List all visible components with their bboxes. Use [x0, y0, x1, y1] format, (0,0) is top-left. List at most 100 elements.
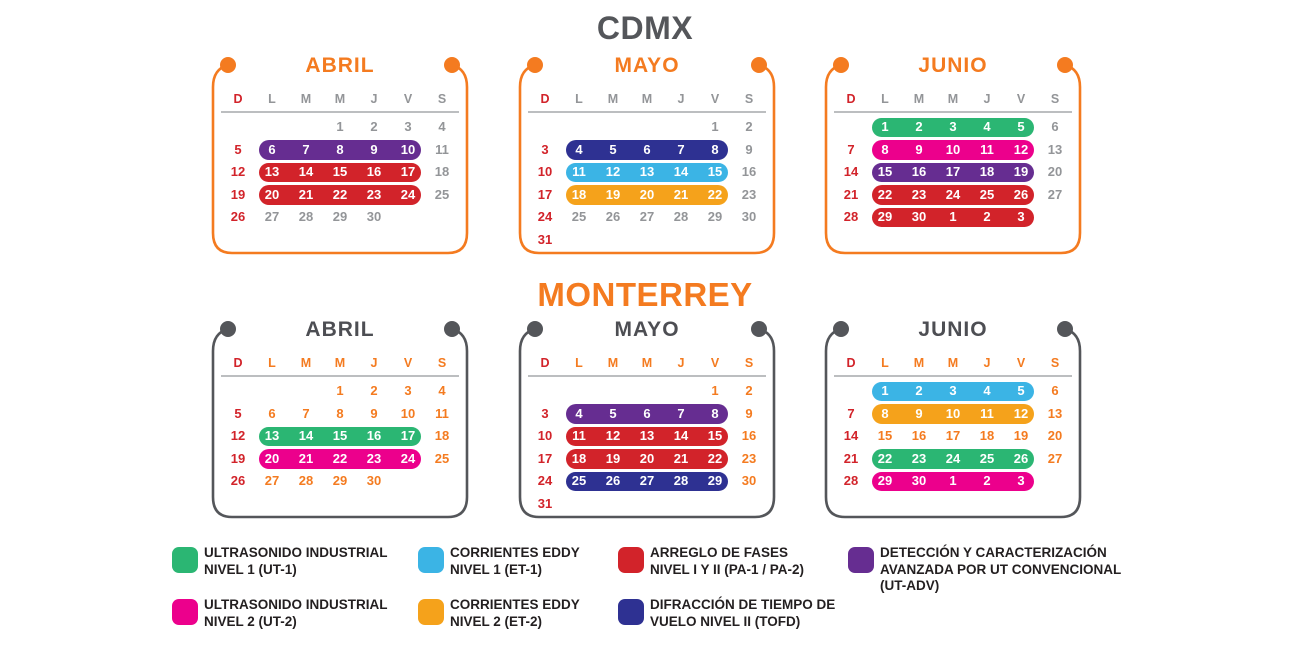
day-cell: 16 [366, 428, 382, 444]
legend-swatch-green [172, 547, 198, 573]
calendar-frame [211, 57, 469, 255]
legend-label-line: NIVEL 2 (UT-2) [204, 613, 297, 629]
day-cell: 1 [881, 119, 889, 134]
day-cell: 6 [268, 405, 276, 421]
day-cell: 1 [711, 119, 719, 134]
day-cell: 2 [370, 383, 378, 398]
day-cell: 23 [366, 450, 382, 466]
day-cell: 22 [707, 450, 723, 466]
legend-label-line: CORRIENTES EDDY [450, 545, 580, 560]
legend-label: ULTRASONIDO INDUSTRIAL NIVEL 2 (UT-2) [204, 597, 388, 630]
calendar-week-row: 3 4 5 6 7 8 9 [512, 139, 782, 162]
weekday-header: D [233, 356, 243, 370]
frame-dot [751, 57, 767, 73]
day-cell: 12 [1013, 141, 1029, 157]
day-cell: 19 [605, 186, 621, 202]
day-cell: 19 [1013, 428, 1029, 444]
course-bar-navy [566, 471, 728, 492]
month-card-monterrey-abril: ABRIL D L M M J V S 1 2 3 4 5 6 7 8 9 10 11 12 13 14 15 16 17 18 1… [205, 318, 475, 523]
calendar-week-row: 12 13 14 15 16 17 18 [205, 161, 475, 184]
month-title: JUNIO [918, 54, 988, 77]
day-cell: 7 [677, 141, 685, 157]
day-cell: 8 [711, 141, 719, 157]
day-cell: 5 [1017, 383, 1025, 398]
day-cell: 14 [673, 164, 689, 180]
day-cell: 14 [298, 428, 314, 444]
calendar-week-row: 14 15 16 17 18 19 20 [818, 161, 1088, 184]
day-cell: 9 [745, 141, 753, 157]
day-cell: 9 [915, 405, 923, 421]
day-cell: 14 [843, 428, 859, 444]
calendar-week-row: 7 8 9 10 11 12 13 [818, 139, 1088, 162]
day-cell: 3 [404, 383, 412, 398]
day-cell: 6 [1051, 119, 1059, 134]
day-cell: 15 [877, 428, 893, 444]
day-cell: 12 [1013, 405, 1029, 421]
day-cell: 6 [1051, 383, 1059, 398]
day-cell: 30 [366, 473, 382, 489]
legend-label: CORRIENTES EDDY NIVEL 1 (ET-1) [450, 545, 580, 578]
header-rule [221, 375, 459, 377]
day-cell: 23 [911, 186, 927, 202]
cdmx-section-title: CDMX [596, 10, 694, 46]
weekday-header: V [710, 356, 720, 370]
day-cell: 24 [537, 473, 553, 489]
day-cell: 11 [980, 405, 994, 421]
calendar-week-row: 12 13 14 15 16 17 18 [205, 425, 475, 448]
day-cell: 3 [541, 405, 549, 421]
day-cell: 26 [605, 209, 621, 225]
day-cell: 10 [945, 141, 961, 157]
day-cell: 27 [264, 473, 280, 489]
legend-label-line: NIVEL I Y II (PA-1 / PA-2) [650, 561, 805, 577]
day-cell: 25 [979, 450, 995, 466]
day-cell: 29 [877, 209, 893, 225]
day-cell: 22 [877, 450, 893, 466]
weekday-header: S [1050, 92, 1060, 106]
day-cell: 21 [673, 450, 689, 466]
day-cell: 18 [571, 186, 587, 202]
day-cell: 21 [843, 186, 859, 202]
weekday-header: V [1016, 356, 1026, 370]
day-cell: 29 [707, 209, 723, 225]
weekday-header: J [983, 356, 991, 370]
frame-dot [1057, 57, 1073, 73]
course-bar-green [872, 449, 1034, 469]
calendar-week-row: 5 6 7 8 9 10 11 [205, 139, 475, 162]
day-cell: 3 [949, 383, 957, 398]
day-cell: 3 [1017, 209, 1025, 225]
day-cell: 6 [643, 141, 651, 157]
day-cell: 19 [1013, 164, 1029, 180]
day-cell: 23 [366, 186, 382, 202]
calendar-week-row: 24 25 26 27 28 29 30 [512, 206, 782, 229]
course-bar-lightblue [566, 162, 728, 183]
day-cell: 11 [435, 141, 449, 157]
course-bar-red [259, 162, 421, 183]
calendar-week-row: 10 11 12 13 14 15 16 [512, 425, 782, 448]
day-cell: 2 [983, 473, 991, 489]
header-rule [528, 375, 766, 377]
weekday-header: V [403, 356, 413, 370]
day-cell: 28 [298, 209, 314, 225]
day-cell: 28 [673, 209, 689, 225]
day-cell: 25 [979, 186, 995, 202]
day-cell: 7 [677, 405, 685, 421]
weekday-header: M [947, 92, 959, 106]
day-cell: 14 [843, 164, 859, 180]
day-cell: 2 [370, 119, 378, 134]
day-cell: 10 [537, 164, 553, 180]
day-cell: 1 [949, 473, 957, 489]
legend-label-line: ARREGLO DE FASES [650, 545, 789, 560]
day-cell: 24 [537, 209, 553, 225]
weekday-header: M [300, 92, 312, 106]
day-cell: 19 [230, 450, 246, 466]
day-cell: 5 [234, 405, 242, 421]
day-cell: 5 [1017, 119, 1025, 134]
day-cell: 1 [336, 383, 344, 398]
calendar-week-row: 24 25 26 27 28 29 30 [512, 470, 782, 493]
day-cell: 3 [404, 119, 412, 134]
day-cell: 8 [711, 405, 719, 421]
course-bar-navy [566, 140, 728, 160]
weekday-header: D [846, 356, 856, 370]
day-cell: 16 [366, 164, 382, 180]
